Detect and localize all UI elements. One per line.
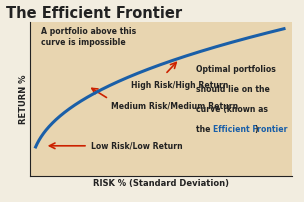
- Text: High Risk/High Return: High Risk/High Return: [131, 81, 228, 89]
- Text: should lie on the: should lie on the: [196, 85, 270, 94]
- Text: Low Risk/Low Return: Low Risk/Low Return: [91, 141, 182, 150]
- Text: A portfolio above this
curve is impossible: A portfolio above this curve is impossib…: [41, 27, 136, 47]
- Text: the: the: [196, 125, 214, 134]
- Y-axis label: RETURN %: RETURN %: [19, 74, 28, 124]
- X-axis label: RISK % (Standard Deviation): RISK % (Standard Deviation): [93, 179, 229, 187]
- Text: Efficient Frontier: Efficient Frontier: [213, 125, 288, 134]
- Text: curve (known as: curve (known as: [196, 105, 268, 114]
- Text: ): ): [254, 125, 257, 134]
- Text: Optimal portfolios: Optimal portfolios: [196, 65, 276, 74]
- Text: The Efficient Frontier: The Efficient Frontier: [6, 6, 182, 21]
- Text: Medium Risk/Medium Return: Medium Risk/Medium Return: [112, 101, 239, 110]
